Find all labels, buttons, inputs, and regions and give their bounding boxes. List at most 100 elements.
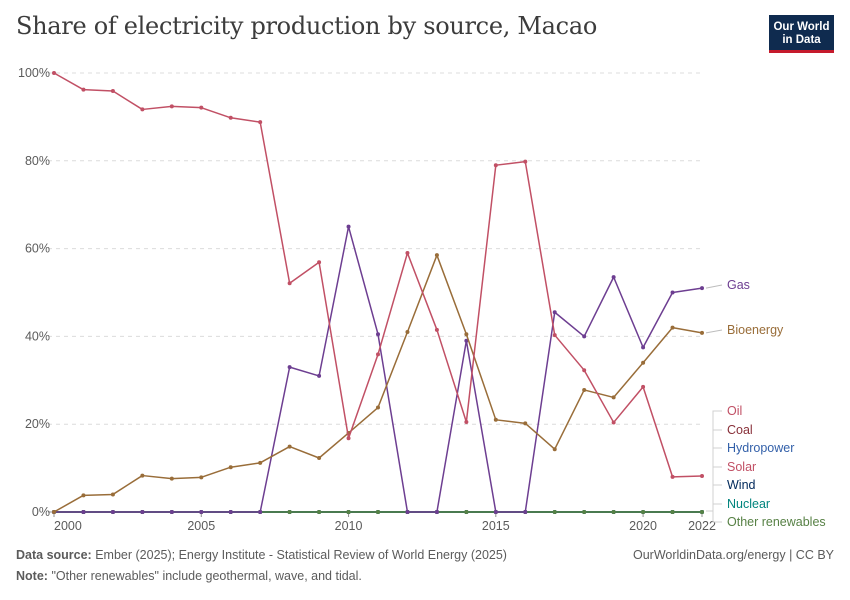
series-oil[interactable]	[52, 71, 704, 479]
data-point-gas[interactable]	[110, 510, 115, 514]
data-point-gas[interactable]	[670, 290, 675, 295]
data-point-bioenergy[interactable]	[493, 417, 498, 422]
legend-label-solar[interactable]: Solar	[727, 460, 756, 474]
legend-label-coal[interactable]: Coal	[727, 423, 753, 437]
data-point-gas[interactable]	[317, 373, 322, 378]
data-point-other-renewables[interactable]	[287, 510, 292, 514]
legend-label-gas[interactable]: Gas	[727, 278, 750, 292]
data-point-other-renewables[interactable]	[582, 510, 587, 514]
data-point-oil[interactable]	[317, 260, 322, 265]
data-point-gas[interactable]	[346, 224, 351, 229]
data-point-oil[interactable]	[199, 105, 204, 110]
data-point-bioenergy[interactable]	[434, 253, 439, 258]
data-point-gas[interactable]	[287, 365, 292, 370]
data-point-oil[interactable]	[523, 159, 528, 164]
data-point-oil[interactable]	[700, 474, 704, 479]
data-point-gas[interactable]	[582, 334, 587, 339]
legend-label-hydropower[interactable]: Hydropower	[727, 441, 794, 455]
data-point-oil[interactable]	[670, 474, 675, 479]
legend-label-bioenergy[interactable]: Bioenergy	[727, 323, 784, 337]
data-point-other-renewables[interactable]	[611, 510, 616, 514]
data-point-oil[interactable]	[552, 333, 557, 338]
data-point-gas[interactable]	[81, 510, 86, 514]
data-point-oil[interactable]	[110, 88, 115, 93]
y-tick-label: 80%	[25, 154, 50, 168]
data-point-bioenergy[interactable]	[110, 492, 115, 497]
data-point-oil[interactable]	[81, 87, 86, 92]
data-point-oil[interactable]	[258, 120, 263, 125]
data-point-bioenergy[interactable]	[81, 493, 86, 498]
series-bioenergy[interactable]	[52, 253, 704, 514]
data-point-bioenergy[interactable]	[523, 421, 528, 426]
data-point-oil[interactable]	[582, 368, 587, 373]
data-point-gas[interactable]	[493, 510, 498, 514]
data-point-other-renewables[interactable]	[346, 510, 351, 514]
data-point-other-renewables[interactable]	[552, 510, 557, 514]
data-point-gas[interactable]	[700, 286, 704, 291]
data-point-gas[interactable]	[376, 332, 380, 337]
data-point-gas[interactable]	[228, 510, 233, 514]
data-point-oil[interactable]	[169, 104, 174, 109]
data-point-gas[interactable]	[641, 345, 646, 350]
data-point-bioenergy[interactable]	[552, 447, 557, 452]
owid-logo[interactable]: Our World in Data	[769, 15, 834, 53]
data-point-bioenergy[interactable]	[258, 460, 263, 465]
data-point-bioenergy[interactable]	[405, 330, 410, 335]
data-point-gas[interactable]	[464, 338, 469, 343]
data-point-gas[interactable]	[199, 510, 204, 514]
data-point-other-renewables[interactable]	[641, 510, 646, 514]
data-point-oil[interactable]	[228, 115, 233, 120]
data-point-oil[interactable]	[52, 71, 56, 75]
y-tick-label: 20%	[25, 417, 50, 431]
data-point-gas[interactable]	[434, 510, 439, 514]
data-point-gas[interactable]	[405, 510, 410, 514]
data-point-bioenergy[interactable]	[611, 395, 616, 400]
data-point-bioenergy[interactable]	[52, 510, 56, 514]
data-point-oil[interactable]	[287, 281, 292, 286]
legend-label-other-renewables[interactable]: Other renewables	[727, 515, 826, 529]
legend-connector	[706, 510, 722, 523]
data-point-bioenergy[interactable]	[464, 332, 469, 337]
data-point-bioenergy[interactable]	[169, 476, 174, 481]
series-line-oil[interactable]	[53, 72, 703, 478]
data-point-gas[interactable]	[611, 275, 616, 280]
data-point-other-renewables[interactable]	[464, 510, 469, 514]
data-point-other-renewables[interactable]	[376, 510, 380, 514]
data-point-oil[interactable]	[434, 327, 439, 332]
legend-label-wind[interactable]: Wind	[727, 478, 756, 492]
data-point-oil[interactable]	[641, 384, 646, 389]
series-gas[interactable]	[52, 224, 704, 514]
data-point-other-renewables[interactable]	[700, 510, 704, 514]
data-point-bioenergy[interactable]	[228, 465, 233, 470]
data-point-oil[interactable]	[346, 436, 351, 441]
data-point-bioenergy[interactable]	[641, 360, 646, 365]
data-point-bioenergy[interactable]	[670, 325, 675, 330]
data-point-gas[interactable]	[552, 310, 557, 315]
data-point-other-renewables[interactable]	[670, 510, 675, 514]
data-point-oil[interactable]	[140, 107, 145, 112]
y-tick-label: 60%	[25, 242, 50, 256]
credit-link[interactable]: OurWorldinData.org/energy | CC BY	[632, 548, 834, 562]
data-point-bioenergy[interactable]	[376, 405, 380, 410]
data-point-gas[interactable]	[258, 510, 263, 514]
data-point-oil[interactable]	[493, 163, 498, 168]
data-point-oil[interactable]	[376, 352, 380, 357]
data-point-bioenergy[interactable]	[199, 475, 204, 480]
data-point-gas[interactable]	[140, 510, 145, 514]
data-point-gas[interactable]	[169, 510, 174, 514]
data-source-text[interactable]: Ember (2025); Energy Institute - Statist…	[95, 548, 507, 562]
series-line-gas[interactable]	[54, 225, 703, 513]
data-point-bioenergy[interactable]	[287, 444, 292, 449]
data-point-bioenergy[interactable]	[700, 330, 704, 335]
data-point-other-renewables[interactable]	[317, 510, 322, 514]
data-point-oil[interactable]	[611, 420, 616, 425]
data-point-oil[interactable]	[405, 250, 410, 255]
data-point-bioenergy[interactable]	[140, 473, 145, 478]
data-point-bioenergy[interactable]	[582, 387, 587, 392]
data-source: Data source: Ember (2025); Energy Instit…	[16, 548, 507, 562]
data-point-bioenergy[interactable]	[317, 456, 322, 461]
legend-label-oil[interactable]: Oil	[727, 404, 742, 418]
legend-label-nuclear[interactable]: Nuclear	[727, 497, 770, 511]
data-point-oil[interactable]	[464, 420, 469, 425]
data-point-gas[interactable]	[523, 510, 528, 514]
